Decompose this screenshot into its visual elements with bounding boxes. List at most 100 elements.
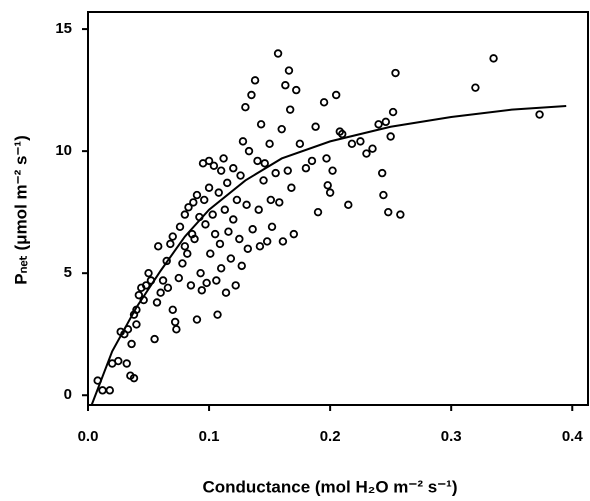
data-point <box>196 268 205 278</box>
data-point <box>311 122 320 131</box>
data-point <box>535 110 544 119</box>
data-point <box>259 176 268 185</box>
data-point <box>166 239 175 249</box>
data-point <box>396 210 405 219</box>
data-point <box>356 137 365 146</box>
data-point <box>98 386 107 395</box>
data-point <box>172 325 181 334</box>
data-point <box>220 205 230 214</box>
data-point <box>377 168 387 178</box>
data-point <box>144 268 153 278</box>
data-point <box>344 200 353 210</box>
data-point <box>250 76 260 85</box>
data-point <box>114 356 123 366</box>
y-tick-label: 10 <box>55 142 72 159</box>
data-point <box>180 242 190 251</box>
data-point <box>229 215 238 224</box>
data-point <box>379 190 388 200</box>
plot-frame <box>87 11 589 406</box>
x-axis-label: Conductance (mol H₂O m⁻² s⁻¹) <box>202 477 457 496</box>
data-point <box>242 200 251 210</box>
data-point <box>238 137 248 146</box>
data-point <box>216 166 226 175</box>
data-point <box>292 85 301 95</box>
data-point <box>322 154 331 163</box>
y-tick-label: 0 <box>64 386 72 403</box>
data-point <box>362 149 371 158</box>
data-point <box>266 195 276 205</box>
data-point <box>325 188 335 197</box>
data-point <box>174 273 183 283</box>
data-point <box>212 276 221 285</box>
x-tick-label: 0.3 <box>441 428 462 445</box>
data-point <box>229 164 238 173</box>
x-tick-label: 0.2 <box>320 428 341 445</box>
data-point <box>178 259 187 268</box>
data-point <box>265 139 274 149</box>
data-point <box>105 386 114 395</box>
data-point <box>190 234 199 244</box>
data-point <box>254 205 263 214</box>
data-point <box>388 107 398 117</box>
data-point <box>281 81 290 90</box>
data-point <box>328 166 337 175</box>
data-point <box>162 256 171 266</box>
data-point <box>307 156 317 166</box>
data-point <box>132 320 141 329</box>
data-point <box>204 156 214 166</box>
data-point <box>152 298 162 307</box>
data-point <box>197 286 207 295</box>
data-point <box>170 317 180 327</box>
y-tick-label: 15 <box>55 20 72 37</box>
data-point <box>262 237 272 246</box>
data-point <box>313 207 323 217</box>
data-point <box>237 261 246 271</box>
data-point <box>156 288 165 297</box>
data-point <box>127 339 136 349</box>
data-point <box>331 90 341 100</box>
data-point <box>384 207 393 217</box>
data-point <box>129 373 139 383</box>
data-point <box>168 232 177 241</box>
y-axis-label: Pₙₑₜ (μmol m⁻² s⁻¹) <box>11 135 30 284</box>
data-point <box>275 198 284 207</box>
data-point <box>168 305 177 315</box>
data-point <box>236 171 245 180</box>
data-point <box>214 188 223 197</box>
data-point <box>150 334 159 344</box>
data-point <box>289 229 299 239</box>
data-point <box>368 144 377 153</box>
data-point <box>247 90 256 100</box>
x-tick-label: 0.4 <box>562 428 584 445</box>
data-point <box>386 132 395 141</box>
data-point <box>248 225 257 234</box>
data-point <box>219 154 228 163</box>
data-point <box>285 105 295 114</box>
data-point <box>231 281 240 290</box>
data-point <box>284 66 294 75</box>
data-point <box>241 102 250 112</box>
y-tick-label: 5 <box>64 264 72 281</box>
data-point <box>200 195 209 205</box>
data-point <box>232 195 242 205</box>
data-point <box>184 203 193 212</box>
data-point <box>154 242 163 251</box>
data-point <box>374 120 383 129</box>
data-point <box>213 310 222 319</box>
data-point <box>323 181 332 190</box>
data-point <box>267 222 277 232</box>
data-point <box>391 68 400 78</box>
data-point <box>277 124 286 134</box>
data-point <box>283 166 292 175</box>
data-point <box>253 156 262 166</box>
x-tick-label: 0.1 <box>199 428 220 445</box>
data-point <box>215 239 225 249</box>
data-point <box>244 146 254 156</box>
data-point <box>338 129 347 139</box>
data-point <box>221 288 231 297</box>
data-point <box>226 254 236 263</box>
data-point <box>223 178 232 188</box>
data-point <box>243 244 253 253</box>
